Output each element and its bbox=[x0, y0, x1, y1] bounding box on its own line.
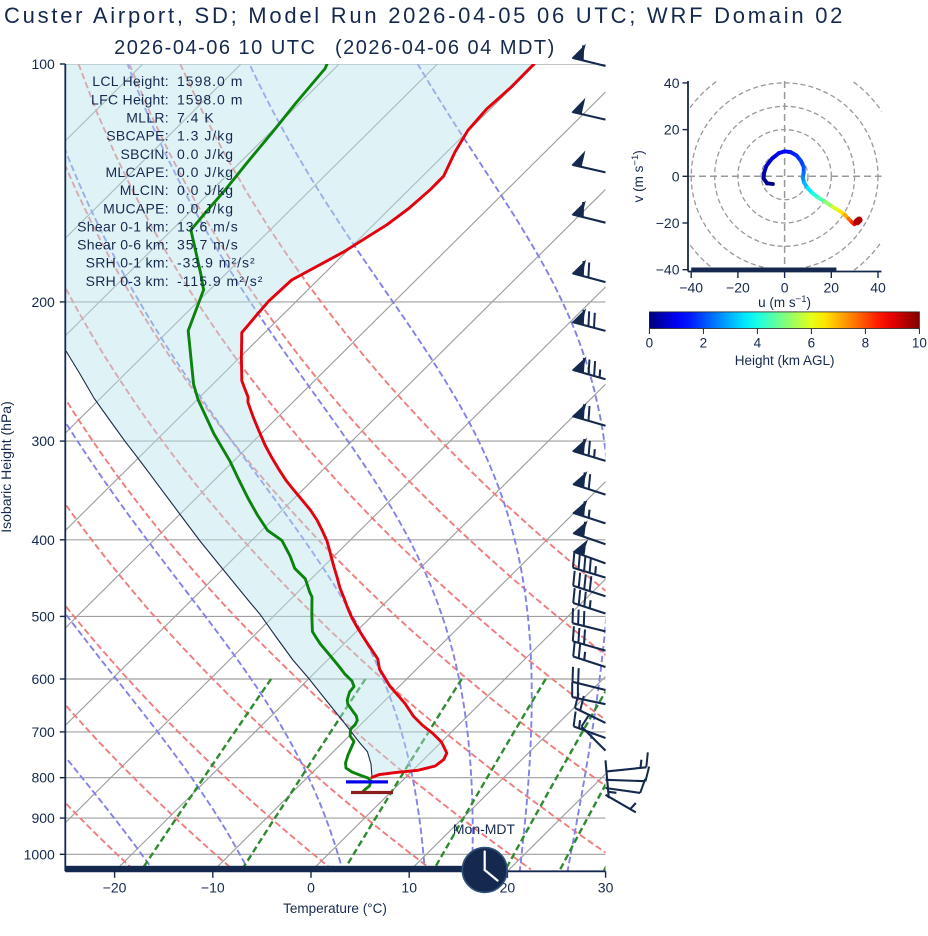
svg-text:20: 20 bbox=[824, 280, 840, 296]
svg-text:−40: −40 bbox=[656, 262, 680, 278]
svg-text:−20: −20 bbox=[103, 879, 127, 895]
svg-text:−20: −20 bbox=[656, 215, 680, 231]
svg-text:0.0 J/kg: 0.0 J/kg bbox=[177, 146, 234, 162]
svg-text:0: 0 bbox=[307, 879, 315, 895]
svg-text:0: 0 bbox=[646, 336, 654, 351]
svg-text:700: 700 bbox=[31, 724, 55, 740]
svg-text:−10: −10 bbox=[201, 879, 225, 895]
svg-text:400: 400 bbox=[31, 532, 55, 548]
svg-text:MLCIN:: MLCIN: bbox=[120, 182, 169, 198]
svg-text:500: 500 bbox=[31, 608, 55, 624]
svg-text:Shear 0-6 km:: Shear 0-6 km: bbox=[77, 237, 169, 253]
svg-text:SBCAPE:: SBCAPE: bbox=[106, 128, 169, 144]
svg-text:100: 100 bbox=[31, 56, 55, 72]
svg-text:20: 20 bbox=[664, 122, 680, 138]
svg-text:-115.9 m²/s²: -115.9 m²/s² bbox=[177, 273, 263, 289]
svg-text:LCL Height:: LCL Height: bbox=[92, 73, 169, 89]
svg-text:MLCAPE:: MLCAPE: bbox=[105, 164, 169, 180]
svg-text:1598.0 m: 1598.0 m bbox=[177, 73, 243, 89]
svg-text:1000: 1000 bbox=[24, 846, 55, 862]
svg-text:Height (km AGL): Height (km AGL) bbox=[735, 353, 835, 368]
svg-text:Custer Airport, SD; Model Run: Custer Airport, SD; Model Run 2026-04-05… bbox=[4, 3, 845, 28]
svg-text:1598.0 m: 1598.0 m bbox=[177, 91, 243, 107]
svg-text:13.6 m/s: 13.6 m/s bbox=[177, 218, 239, 234]
svg-text:SRH 0-1 km:: SRH 0-1 km: bbox=[86, 255, 169, 271]
svg-text:1.3 J/kg: 1.3 J/kg bbox=[177, 128, 234, 144]
svg-text:0: 0 bbox=[781, 280, 789, 296]
svg-text:Shear 0-1 km:: Shear 0-1 km: bbox=[77, 218, 169, 234]
svg-text:-33.9 m²/s²: -33.9 m²/s² bbox=[177, 255, 256, 271]
svg-text:−20: −20 bbox=[726, 280, 750, 296]
svg-text:MUCAPE:: MUCAPE: bbox=[103, 200, 169, 216]
svg-text:800: 800 bbox=[31, 770, 55, 786]
svg-text:2026-04-06 10 UTC (2026-04-06: 2026-04-06 10 UTC (2026-04-06 04 MDT) bbox=[114, 37, 556, 59]
svg-text:35.7 m/s: 35.7 m/s bbox=[177, 237, 239, 253]
svg-text:10: 10 bbox=[401, 879, 417, 895]
svg-text:40: 40 bbox=[664, 75, 680, 91]
svg-text:0.0 J/kg: 0.0 J/kg bbox=[177, 182, 234, 198]
svg-text:SRH 0-3 km:: SRH 0-3 km: bbox=[86, 273, 169, 289]
svg-text:Isobaric Height (hPa): Isobaric Height (hPa) bbox=[0, 401, 14, 533]
svg-text:−40: −40 bbox=[679, 280, 703, 296]
svg-text:SBCIN:: SBCIN: bbox=[121, 146, 169, 162]
svg-text:6: 6 bbox=[808, 336, 816, 351]
svg-text:MLLR:: MLLR: bbox=[126, 110, 169, 126]
svg-text:LFC Height:: LFC Height: bbox=[91, 91, 169, 107]
svg-text:2: 2 bbox=[700, 336, 708, 351]
svg-text:40: 40 bbox=[870, 280, 886, 296]
svg-text:Mon-MDT: Mon-MDT bbox=[453, 821, 516, 837]
svg-text:200: 200 bbox=[31, 294, 55, 310]
svg-text:600: 600 bbox=[31, 671, 55, 687]
svg-text:8: 8 bbox=[862, 336, 870, 351]
svg-text:0.0 J/kg: 0.0 J/kg bbox=[177, 200, 234, 216]
svg-text:10: 10 bbox=[912, 336, 927, 351]
svg-text:0: 0 bbox=[672, 168, 680, 184]
svg-text:30: 30 bbox=[598, 879, 614, 895]
svg-text:0.0 J/kg: 0.0 J/kg bbox=[177, 164, 234, 180]
svg-text:Temperature (°C): Temperature (°C) bbox=[283, 901, 387, 916]
svg-text:4: 4 bbox=[754, 336, 762, 351]
svg-text:900: 900 bbox=[31, 810, 55, 826]
svg-text:7.4 K: 7.4 K bbox=[177, 110, 215, 126]
svg-text:300: 300 bbox=[31, 433, 55, 449]
